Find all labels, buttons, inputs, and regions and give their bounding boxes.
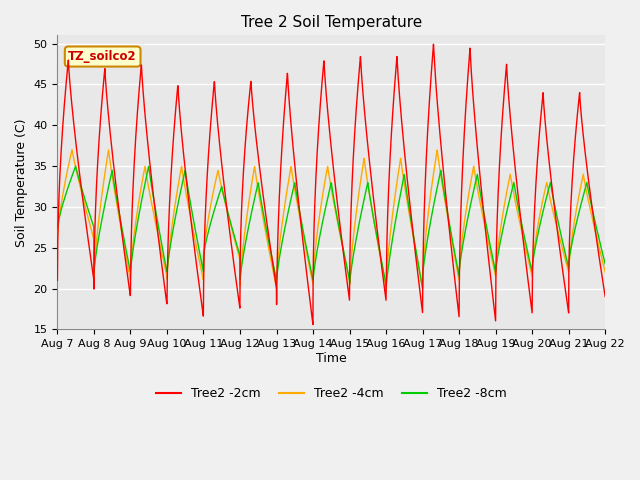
X-axis label: Time: Time [316,352,347,365]
Legend: Tree2 -2cm, Tree2 -4cm, Tree2 -8cm: Tree2 -2cm, Tree2 -4cm, Tree2 -8cm [150,383,512,406]
Title: Tree 2 Soil Temperature: Tree 2 Soil Temperature [241,15,422,30]
Y-axis label: Soil Temperature (C): Soil Temperature (C) [15,118,28,247]
Text: TZ_soilco2: TZ_soilco2 [68,50,137,63]
